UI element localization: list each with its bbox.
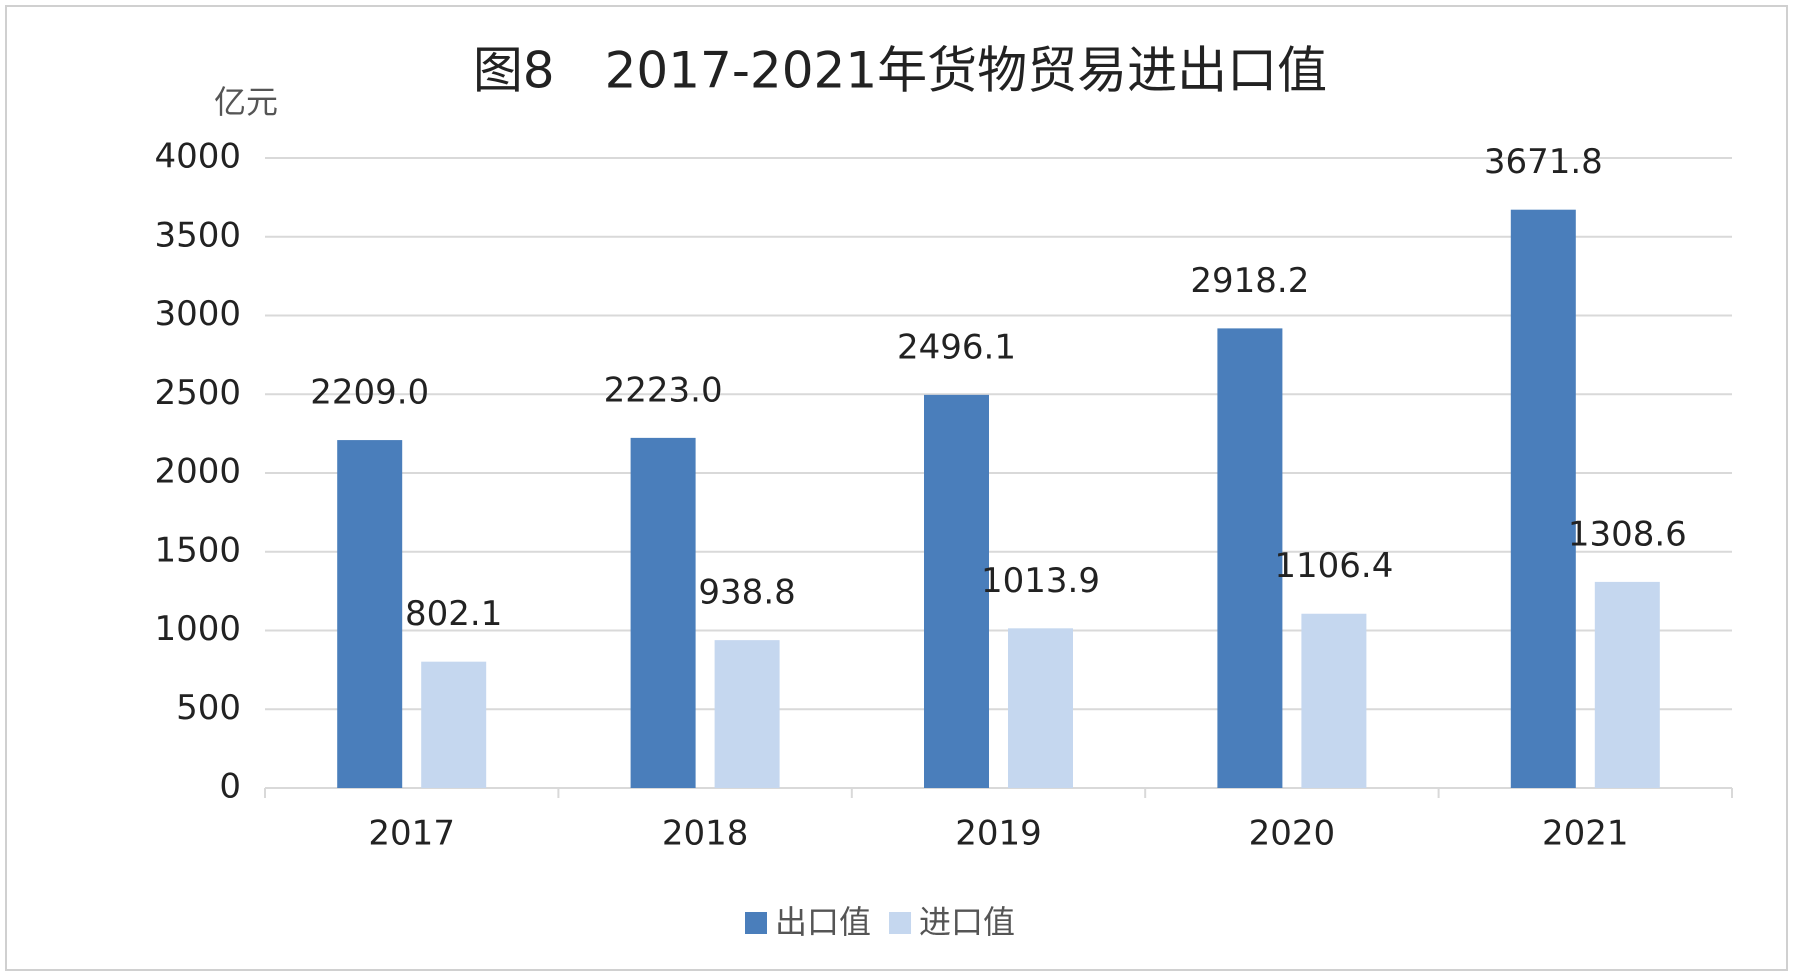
y-tick-label: 3000 [154, 294, 241, 334]
bar [1594, 581, 1660, 788]
y-tick-label: 0 [219, 767, 241, 807]
x-tick-label: 2019 [955, 814, 1042, 854]
x-tick-label: 2021 [1542, 814, 1629, 854]
data-label: 1106.4 [1274, 546, 1393, 586]
y-tick-label: 2500 [154, 373, 241, 413]
y-tick-label: 1000 [154, 609, 241, 649]
chart-title: 图8 2017-2021年货物贸易进出口值 [473, 42, 1327, 100]
y-tick-label: 2000 [154, 452, 241, 492]
y-tick-label: 500 [176, 688, 241, 728]
chart-frame [5, 5, 1788, 971]
y-tick-label: 3500 [154, 215, 241, 255]
bar [630, 437, 696, 788]
data-label: 1308.6 [1568, 514, 1687, 554]
data-label: 2223.0 [604, 370, 723, 410]
bar [924, 394, 989, 788]
bar [421, 661, 487, 788]
data-label: 938.8 [698, 573, 795, 613]
bar [337, 440, 403, 788]
data-label: 2918.2 [1190, 261, 1309, 301]
bar [1008, 628, 1073, 788]
data-label: 1013.9 [981, 561, 1100, 601]
y-tick-label: 4000 [154, 137, 241, 177]
data-label: 3671.8 [1484, 142, 1603, 182]
y-tick-label: 1500 [154, 530, 241, 570]
data-label: 2496.1 [897, 327, 1016, 367]
legend-label: 出口值 [775, 903, 871, 941]
data-label: 802.1 [405, 594, 502, 634]
data-label: 2209.0 [310, 373, 429, 413]
x-tick-label: 2018 [662, 814, 749, 854]
x-tick-label: 2020 [1249, 814, 1336, 854]
bar [1217, 328, 1283, 788]
bar [1301, 613, 1367, 788]
x-tick-label: 2017 [368, 814, 455, 854]
bar [714, 640, 780, 788]
legend-swatch [889, 912, 912, 934]
legend-label: 进口值 [919, 903, 1015, 941]
bar [1510, 209, 1576, 788]
y-axis-unit: 亿元 [214, 83, 278, 121]
legend-swatch [745, 912, 767, 934]
